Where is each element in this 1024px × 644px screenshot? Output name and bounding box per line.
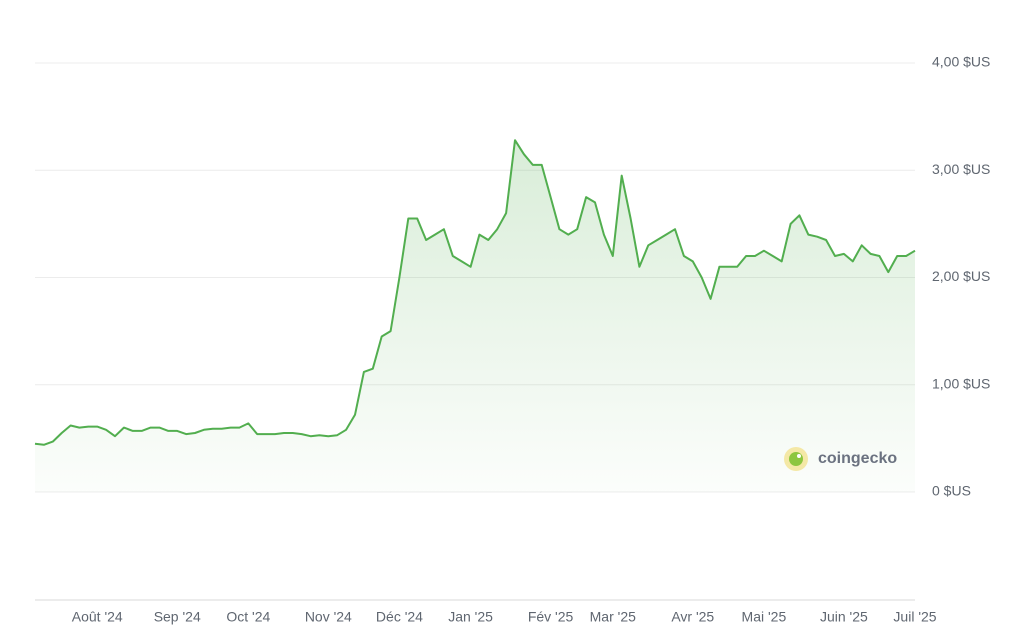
area xyxy=(35,140,915,492)
watermark: coingecko xyxy=(818,450,897,467)
y-tick-label: 1,00 $US xyxy=(932,375,990,391)
y-tick-label: 0 $US xyxy=(932,483,971,499)
x-tick-label: Mai '25 xyxy=(742,609,787,625)
x-tick-label: Juin '25 xyxy=(820,609,868,625)
x-tick-label: Oct '24 xyxy=(226,609,270,625)
x-tick-label: Août '24 xyxy=(72,609,123,625)
y-tick-label: 2,00 $US xyxy=(932,268,990,284)
x-tick-label: Fév '25 xyxy=(528,609,574,625)
y-tick-label: 3,00 $US xyxy=(932,161,990,177)
x-tick-label: Jan '25 xyxy=(448,609,493,625)
x-tick-label: Nov '24 xyxy=(305,609,352,625)
logo xyxy=(784,447,808,471)
x-tick-label: Mar '25 xyxy=(590,609,636,625)
x-tick-label: Avr '25 xyxy=(671,609,714,625)
x-tick-label: Déc '24 xyxy=(376,609,423,625)
price-line xyxy=(34,139,916,446)
x-tick-label: Sep '24 xyxy=(154,609,201,625)
x-tick-label: Juil '25 xyxy=(893,609,936,625)
y-tick-label: 4,00 $US xyxy=(932,54,990,70)
